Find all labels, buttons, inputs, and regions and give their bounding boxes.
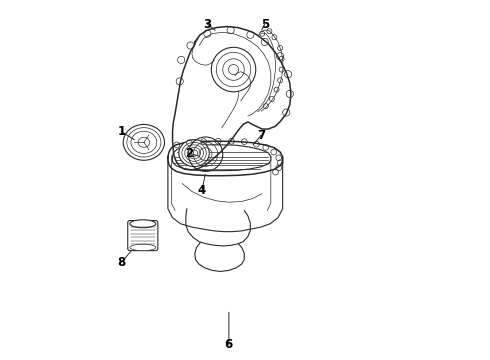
Ellipse shape: [179, 140, 209, 167]
Ellipse shape: [130, 244, 156, 251]
Text: 2: 2: [185, 147, 194, 159]
Text: 6: 6: [225, 338, 233, 351]
FancyBboxPatch shape: [128, 221, 158, 251]
Text: 3: 3: [203, 18, 211, 31]
Text: 1: 1: [117, 125, 125, 138]
Text: 4: 4: [198, 184, 206, 197]
Text: 5: 5: [261, 18, 269, 31]
Text: 8: 8: [117, 256, 125, 269]
Text: 7: 7: [257, 129, 265, 142]
Ellipse shape: [130, 220, 156, 228]
